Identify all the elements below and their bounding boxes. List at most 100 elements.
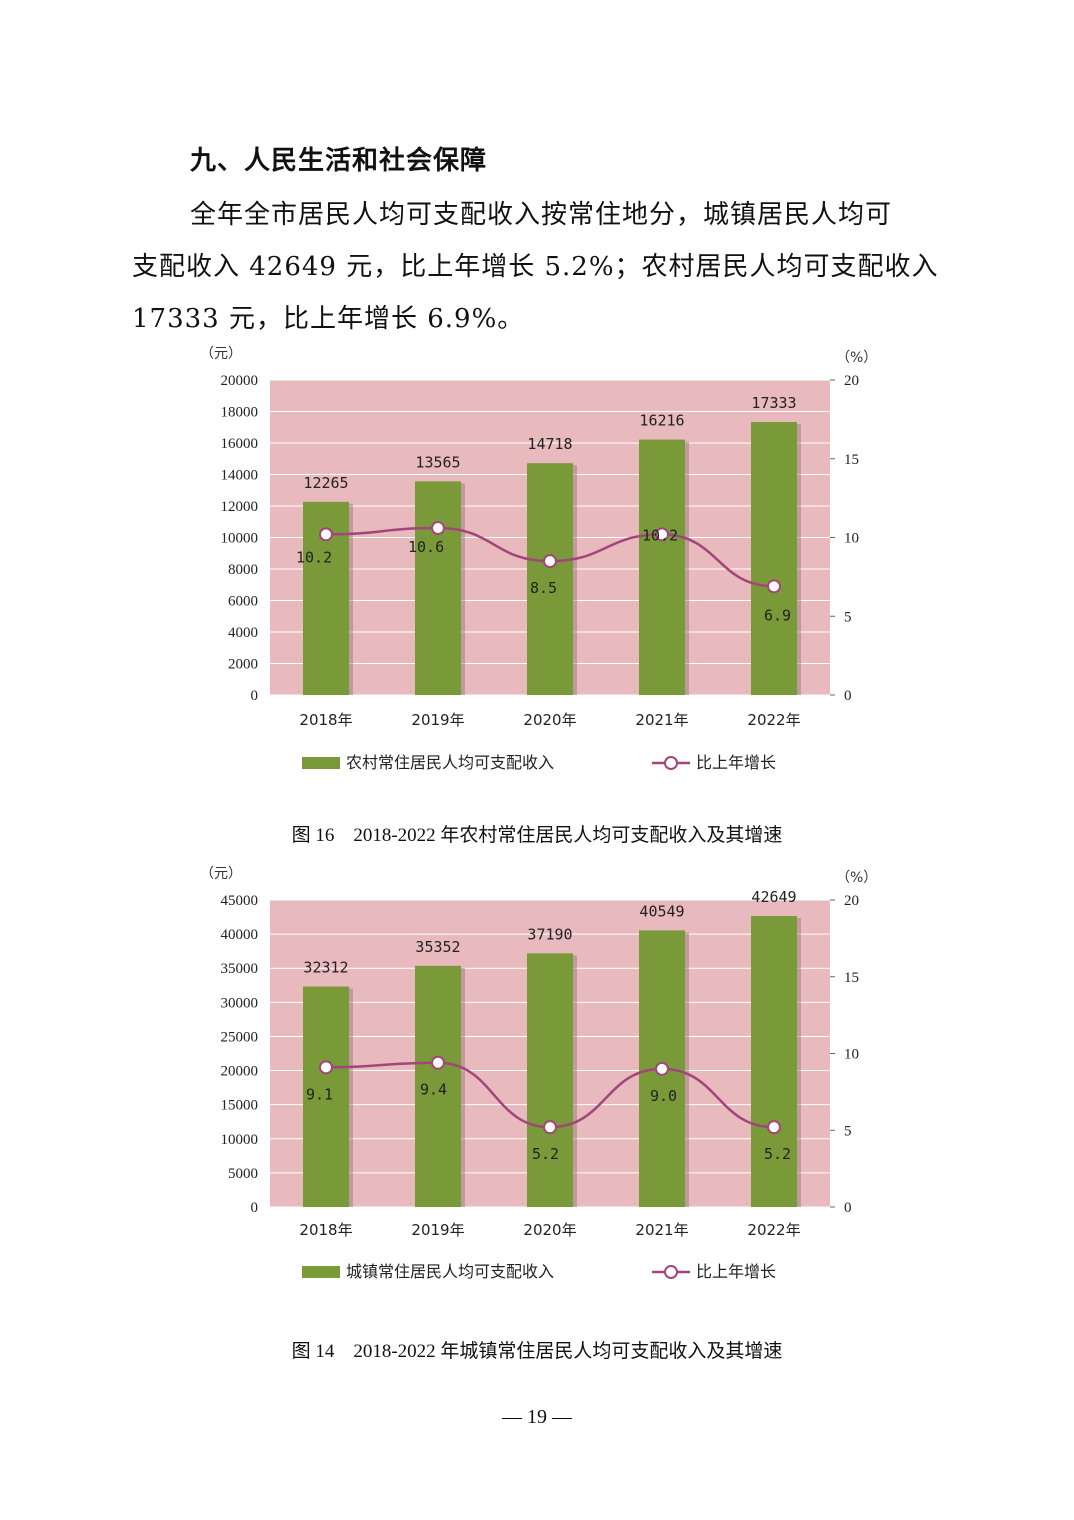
bar-2022年 <box>751 916 797 1207</box>
growth-point <box>543 1120 557 1135</box>
y-left-tick-label: 8000 <box>228 562 258 578</box>
growth-value-label: 10.2 <box>296 548 332 566</box>
bar-value-label: 40549 <box>639 902 684 920</box>
section-heading: 九、人民生活和社会保障 <box>190 146 488 176</box>
page-number: — 19 — <box>502 1406 572 1428</box>
legend-line-label: 比上年增长 <box>696 1262 776 1281</box>
legend-bar-label: 农村常住居民人均可支配收入 <box>346 753 554 772</box>
y-right-tick-label: 20 <box>844 373 859 389</box>
x-category-label: 2022年 <box>747 711 800 729</box>
growth-point <box>655 1061 669 1076</box>
bar-value-label: 14718 <box>527 435 572 453</box>
growth-value-label: 10.6 <box>408 538 444 556</box>
legend-bar-swatch <box>302 1266 340 1278</box>
growth-value-label: 8.5 <box>530 579 557 597</box>
y-left-tick-label: 10000 <box>221 531 259 547</box>
bar-value-label: 32312 <box>303 959 348 977</box>
y-right-tick-label: 10 <box>844 531 859 547</box>
x-category-label: 2020年 <box>523 711 576 729</box>
x-category-label: 2021年 <box>635 1221 688 1239</box>
y-right-tick-label: 10 <box>844 1047 859 1063</box>
bar-2019年 <box>415 481 461 695</box>
x-category-label: 2019年 <box>411 1221 464 1239</box>
legend-line-marker <box>664 1265 678 1279</box>
growth-value-label: 9.4 <box>420 1081 447 1099</box>
legend-bar-swatch <box>302 757 340 769</box>
bar-2020年 <box>527 953 573 1207</box>
y-right-tick-label: 15 <box>844 452 859 468</box>
x-category-label: 2021年 <box>635 711 688 729</box>
y-left-tick-label: 25000 <box>221 1029 259 1045</box>
y-left-tick-label: 30000 <box>221 995 259 1011</box>
figure-caption-16: 图 16 2018-2022 年农村常住居民人均可支配收入及其增速 <box>291 825 783 846</box>
growth-point <box>767 1120 781 1135</box>
growth-value-label: 9.1 <box>306 1085 333 1103</box>
paragraph-line-1: 全年全市居民人均可支配收入按常住地分，城镇居民人均可 <box>190 200 893 230</box>
growth-value-label: 6.9 <box>764 606 791 624</box>
bar-value-label: 13565 <box>415 453 460 471</box>
growth-point <box>431 1055 445 1070</box>
y-left-tick-label: 35000 <box>221 961 259 977</box>
bar-2022年 <box>751 422 797 695</box>
bar-value-label: 35352 <box>415 938 460 956</box>
x-category-label: 2018年 <box>299 1221 352 1239</box>
growth-point <box>543 554 557 569</box>
growth-point <box>319 527 333 542</box>
y-left-tick-label: 40000 <box>221 927 259 943</box>
bar-value-label: 12265 <box>303 474 348 492</box>
bar-2019年 <box>415 965 461 1207</box>
growth-value-label: 5.2 <box>532 1145 559 1163</box>
y-left-tick-label: 4000 <box>228 625 258 641</box>
x-category-label: 2022年 <box>747 1221 800 1239</box>
y-left-tick-label: 16000 <box>221 436 259 452</box>
y-left-tick-label: 6000 <box>228 594 258 610</box>
y-left-tick-label: 0 <box>251 1200 259 1216</box>
y-right-tick-label: 5 <box>844 1123 852 1139</box>
y-left-tick-label: 20000 <box>221 1064 259 1080</box>
growth-value-label: 10.2 <box>642 526 678 544</box>
paragraph-line-2: 支配收入 42649 元，比上年增长 5.2%；农村居民人均可支配收入 <box>132 252 939 282</box>
y-left-unit: （元） <box>200 346 242 362</box>
bar-value-label: 17333 <box>751 394 796 412</box>
bar-value-label: 42649 <box>751 888 796 906</box>
growth-point <box>319 1060 333 1075</box>
x-category-label: 2020年 <box>523 1221 576 1239</box>
bar-2021年 <box>639 439 685 695</box>
legend-bar-label: 城镇常住居民人均可支配收入 <box>346 1262 554 1281</box>
y-left-tick-label: 5000 <box>228 1166 258 1182</box>
legend-line-label: 比上年增长 <box>696 753 776 772</box>
rural-income-chart: 0 2000 4000 6000 8000 10000 12000 14000 16000 180… <box>200 346 877 772</box>
y-left-tick-label: 10000 <box>221 1132 259 1148</box>
y-right-tick-label: 5 <box>844 609 852 625</box>
bar-2018年 <box>303 986 349 1207</box>
y-left-tick-label: 20000 <box>221 373 259 389</box>
y-left-tick-label: 14000 <box>221 468 259 484</box>
figure-caption-14: 图 14 2018-2022 年城镇常住居民人均可支配收入及其增速 <box>291 1341 783 1362</box>
y-right-unit: （%） <box>836 870 877 886</box>
y-right-tick-label: 0 <box>844 688 852 704</box>
growth-point <box>431 521 445 536</box>
growth-point <box>655 527 669 542</box>
bar-value-label: 16216 <box>639 412 684 430</box>
bar-value-label: 37190 <box>527 925 572 943</box>
y-right-tick-label: 0 <box>844 1200 852 1216</box>
urban-income-chart: 0 5000 10000 15000 20000 25000 30000 35000 40000… <box>200 866 877 1281</box>
y-left-tick-label: 2000 <box>228 657 258 673</box>
y-left-tick-label: 12000 <box>221 499 259 515</box>
y-left-tick-label: 18000 <box>221 405 259 421</box>
bar-2020年 <box>527 463 573 695</box>
paragraph-line-3: 17333 元，比上年增长 6.9%。 <box>132 304 525 334</box>
x-category-label: 2018年 <box>299 711 352 729</box>
x-category-label: 2019年 <box>411 711 464 729</box>
growth-value-label: 9.0 <box>650 1087 677 1105</box>
y-left-tick-label: 15000 <box>221 1098 259 1114</box>
y-right-tick-label: 15 <box>844 970 859 986</box>
legend-line-marker <box>664 756 678 770</box>
growth-point <box>767 579 781 594</box>
y-right-tick-label: 20 <box>844 893 859 909</box>
y-right-unit: （%） <box>836 350 877 366</box>
growth-value-label: 5.2 <box>764 1145 791 1163</box>
y-left-tick-label: 45000 <box>221 893 259 909</box>
y-left-tick-label: 0 <box>251 688 259 704</box>
y-left-unit: （元） <box>200 866 242 882</box>
